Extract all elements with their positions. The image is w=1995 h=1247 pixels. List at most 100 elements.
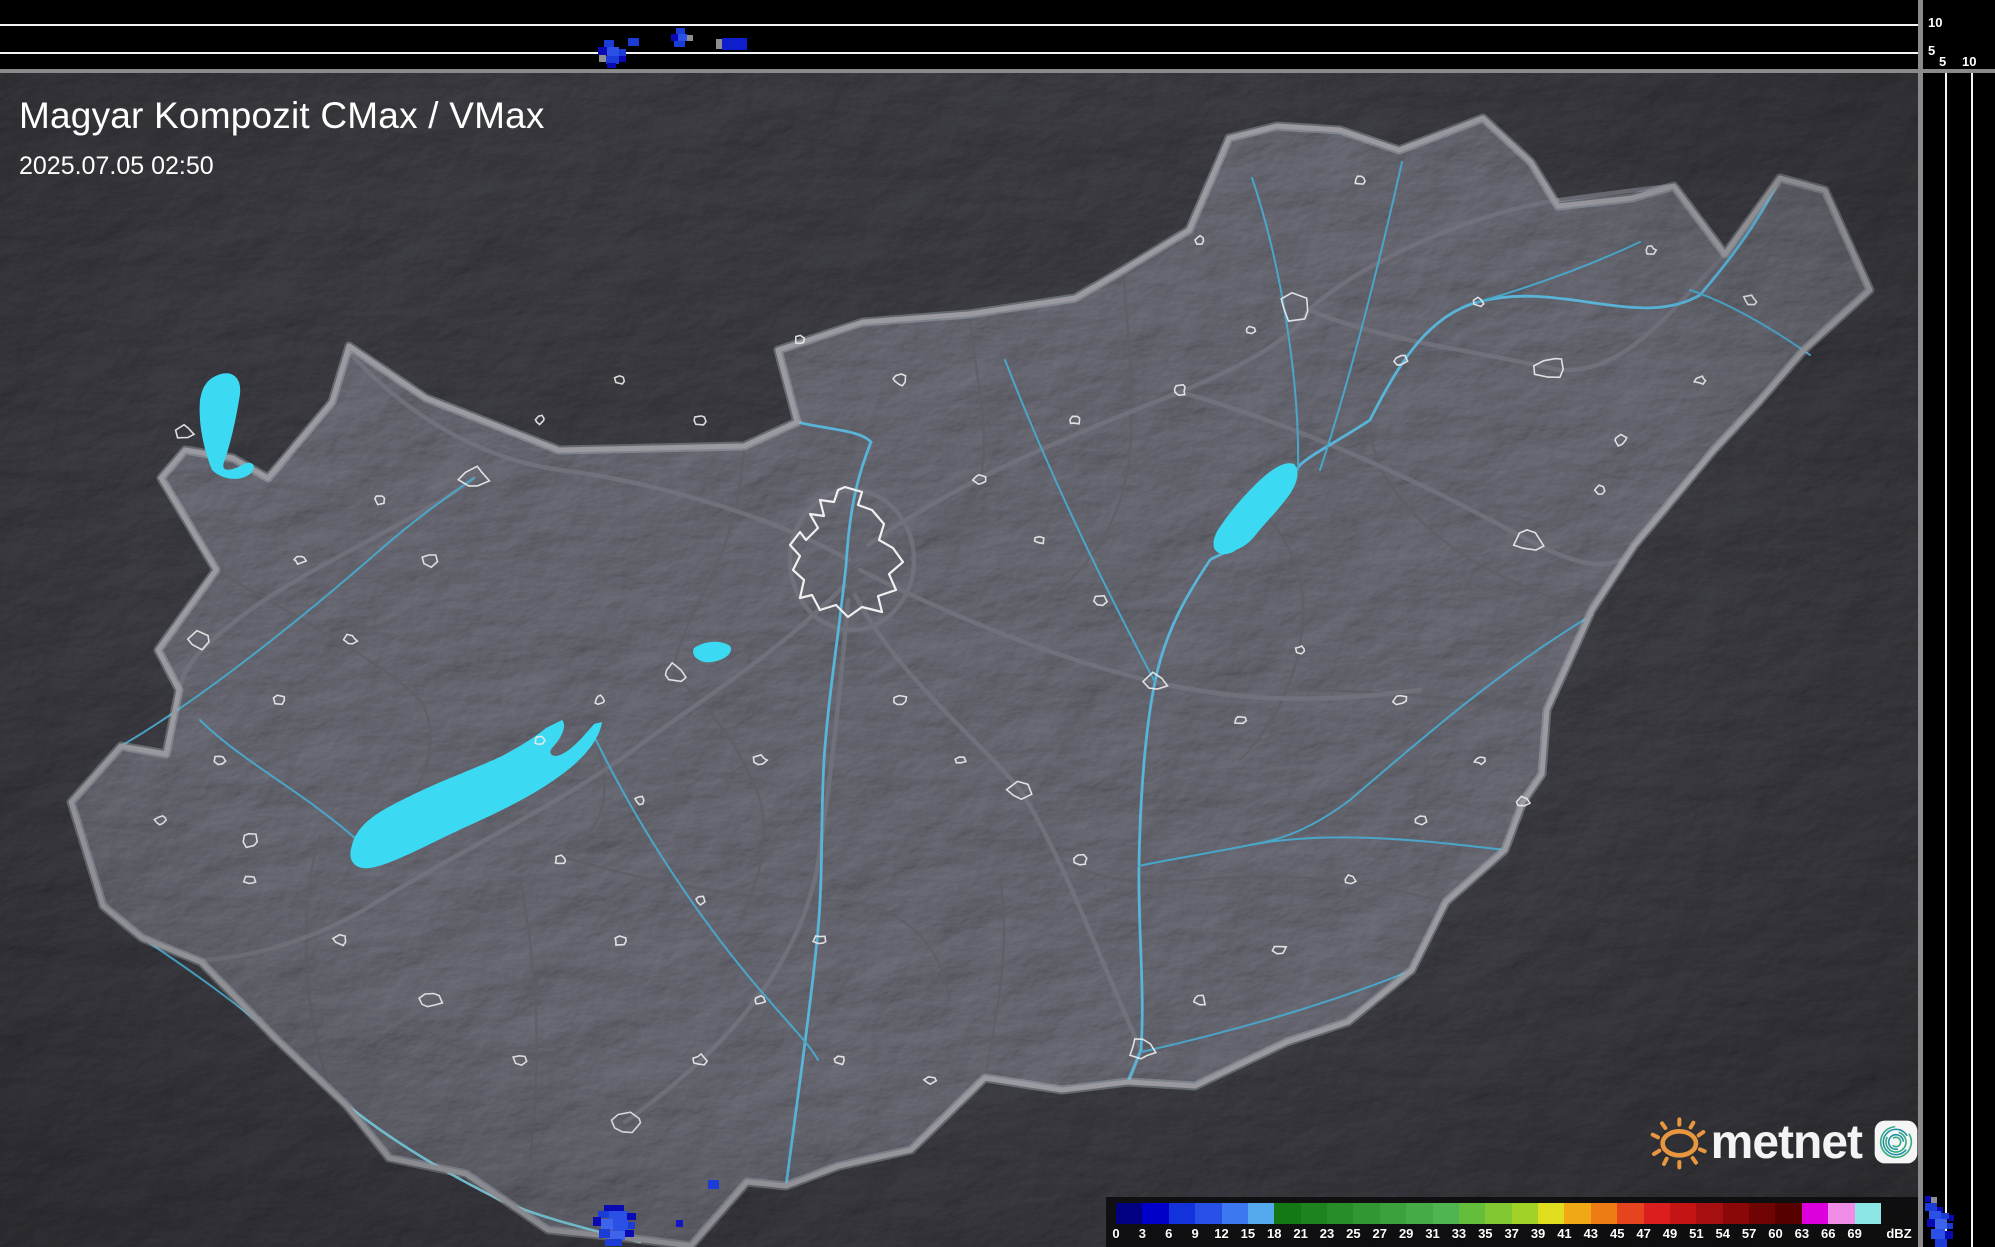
settlement-outline [213, 755, 227, 766]
settlement-outline [614, 935, 627, 946]
settlement-outline [794, 334, 806, 345]
colorbar-cells [1116, 1203, 1881, 1224]
colorbar-tick: 43 [1583, 1226, 1599, 1241]
colorbar-tick: 63 [1794, 1226, 1810, 1241]
settlement-outline [242, 832, 259, 849]
colorbar-cell [1722, 1203, 1749, 1224]
colorbar-tick: 57 [1741, 1226, 1757, 1241]
vmax-right-projection-panel [1923, 0, 1995, 1247]
colorbar-cell [1511, 1203, 1538, 1224]
colorbar-tick: 66 [1821, 1226, 1836, 1241]
lake-velence [693, 641, 732, 663]
settlement-outline [1294, 645, 1306, 655]
colorbar-cell [1801, 1203, 1829, 1224]
colorbar-cell [1327, 1203, 1354, 1224]
metnet-logo[interactable]: metnet [1642, 1096, 1918, 1188]
settlement-outline [457, 465, 491, 487]
settlement-outline [373, 495, 386, 506]
colorbar-tick: 51 [1689, 1226, 1704, 1241]
colorbar-cell [1379, 1203, 1407, 1224]
colorbar-tick: 18 [1267, 1226, 1282, 1241]
colorbar-cell [1247, 1203, 1275, 1224]
colorbar-tick: 25 [1346, 1226, 1361, 1241]
colorbar-cell [1168, 1203, 1196, 1224]
colorbar-cell [1749, 1203, 1776, 1224]
colorbar-cell [1432, 1203, 1459, 1224]
colorbar-tick-labels: 0 3 6 9 12 15 18 21 23 25 27 29 31 33 35 37 39 41 43 45 47 49… [1112, 1226, 1911, 1244]
top-axis-label-10km: 10 [1928, 15, 1943, 30]
settlement-outline [1354, 175, 1367, 185]
settlement-outline [1069, 415, 1081, 425]
colorbar-tick: 3 [1138, 1226, 1146, 1241]
vmax-top-projection-panel [0, 0, 1919, 69]
settlement-outline [971, 473, 987, 485]
settlement-outlines [153, 175, 1758, 1134]
danube-river [347, 344, 873, 1188]
settlement-outline [421, 554, 439, 569]
colorbar-tick: 29 [1398, 1226, 1414, 1241]
colorbar-tick: 31 [1425, 1226, 1440, 1241]
settlement-outline [954, 756, 968, 764]
settlement-outline [1092, 594, 1109, 607]
settlement-outline [893, 694, 908, 706]
colorbar-tick: 23 [1319, 1226, 1335, 1241]
colorbar-unit: dBZ [1886, 1226, 1912, 1241]
settlement-outline [695, 895, 706, 906]
settlement-outline [1141, 671, 1169, 690]
vertical-separator [1918, 0, 1923, 1247]
colorbar-cell [1696, 1203, 1723, 1224]
colorbar-cell [1300, 1203, 1327, 1224]
colorbar-cell [1643, 1203, 1670, 1224]
colorbar-cell [1775, 1203, 1802, 1224]
settlement-outline [1614, 433, 1628, 448]
colorbar-tick: 12 [1214, 1226, 1229, 1241]
settlement-outline [153, 815, 168, 826]
settlement-outline [1512, 529, 1545, 551]
colorbar-cell [1221, 1203, 1248, 1224]
settlement-outline [242, 875, 257, 885]
settlement-outline [754, 994, 767, 1005]
height-gridline-10km [0, 24, 1919, 26]
colorbar-tick: 37 [1504, 1226, 1519, 1241]
budapest-outline [788, 485, 905, 619]
colorbar-cell [1458, 1203, 1486, 1224]
settlement-outline [331, 933, 347, 947]
settlement-outline [512, 1054, 528, 1067]
settlement-outline [272, 694, 286, 706]
settlement-outline [1233, 715, 1248, 725]
settlement-outline [1593, 484, 1606, 496]
settlement-outline [812, 934, 827, 945]
metnet-app-icon [1874, 1120, 1918, 1164]
colorbar-cell [1353, 1203, 1380, 1224]
settlement-outline [1280, 291, 1309, 322]
country-border [68, 115, 1873, 1247]
settlement-outline [1414, 815, 1428, 826]
colorbar-tick: 54 [1715, 1226, 1730, 1241]
right-axis-label-5km: 5 [1939, 54, 1947, 69]
title-block: Magyar Kompozit CMax / VMax 2025.07.05 0… [19, 95, 545, 181]
settlement-outline [1393, 354, 1409, 366]
settlement-outline [534, 735, 546, 746]
settlement-outline [922, 1075, 938, 1086]
colorbar-tick: 39 [1530, 1226, 1546, 1241]
settlement-outline [174, 423, 196, 439]
settlement-outline [613, 374, 626, 385]
lake-ferto [199, 373, 254, 479]
hungary-country-fill [71, 118, 1870, 1246]
colorbar-tick: 60 [1768, 1226, 1783, 1241]
hungary-radar-map [0, 69, 1919, 1247]
reflectivity-colorbar: 0 3 6 9 12 15 18 21 23 25 27 29 31 33 35 37 39 41 43 45 47 49… [1106, 1197, 1918, 1247]
colorbar-tick: 41 [1557, 1226, 1572, 1241]
colorbar-tick: 15 [1240, 1226, 1256, 1241]
settlement-outline [1532, 357, 1565, 379]
settlement-outline [1472, 756, 1487, 766]
settlement-outline [664, 661, 688, 683]
settlement-outline [833, 1055, 845, 1066]
metnet-wordmark: metnet [1710, 1115, 1863, 1169]
settlement-outline [186, 629, 210, 651]
settlement-outline [292, 555, 308, 566]
product-timestamp: 2025.07.05 02:50 [19, 152, 214, 180]
height-gridline-10km [1971, 73, 1973, 1247]
colorbar-tick: 47 [1636, 1226, 1651, 1241]
